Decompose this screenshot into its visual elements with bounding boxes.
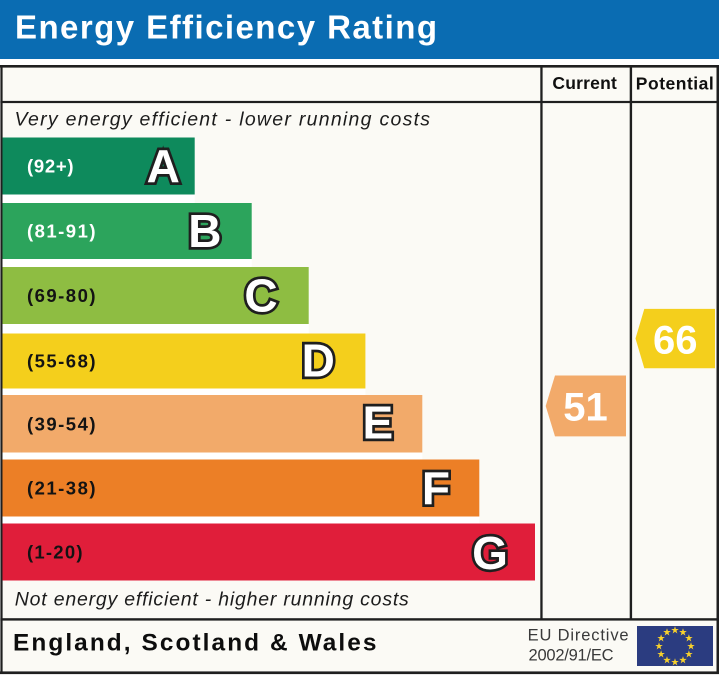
svg-text:(69-80): (69-80) [27,285,96,306]
svg-text:(21-38): (21-38) [27,478,96,499]
svg-text:66: 66 [653,319,698,363]
svg-text:Potential: Potential [636,73,714,93]
svg-text:(81-91): (81-91) [27,221,96,242]
svg-text:England, Scotland & Wales: England, Scotland & Wales [13,629,377,656]
svg-text:(92+): (92+) [27,156,74,177]
svg-text:G: G [472,527,508,579]
svg-text:(1-20): (1-20) [27,542,83,563]
svg-text:C: C [244,269,277,321]
svg-text:A: A [147,140,180,192]
svg-text:E: E [362,397,393,449]
svg-text:F: F [422,462,450,514]
svg-text:2002/91/EC: 2002/91/EC [529,647,614,665]
svg-text:Energy Efficiency Rating: Energy Efficiency Rating [15,9,437,46]
svg-text:(39-54): (39-54) [27,413,96,434]
svg-text:Not energy efficient - higher: Not energy efficient - higher running co… [15,589,409,611]
svg-text:EU Directive: EU Directive [528,627,629,645]
svg-text:Current: Current [552,73,617,93]
svg-text:D: D [302,334,335,386]
svg-text:Very energy efficient - lower: Very energy efficient - lower running co… [15,109,431,131]
svg-text:51: 51 [563,386,608,430]
svg-text:(55-68): (55-68) [27,351,96,372]
svg-text:B: B [188,205,221,257]
